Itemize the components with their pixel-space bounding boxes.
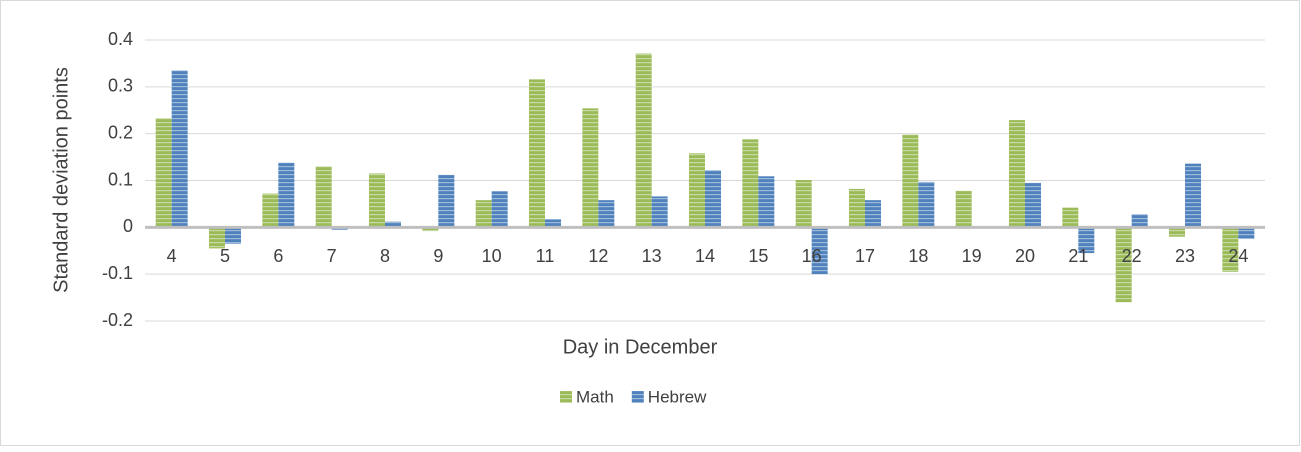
x-tick-label: 18 [908,246,928,266]
bar [865,200,881,228]
bar [315,166,332,228]
x-tick-label: 4 [167,246,177,266]
x-tick-label: 17 [855,246,875,266]
bar [209,227,225,249]
bar [1222,227,1239,272]
bar [635,53,652,228]
bar [385,221,401,228]
x-tick-label: 10 [482,246,502,266]
bar [1238,227,1255,240]
bar [1009,120,1025,228]
bar [758,176,775,228]
bar [1078,227,1095,254]
x-tick-label: 11 [536,246,555,266]
bar [545,219,561,228]
x-tick-label: 22 [1122,246,1142,266]
legend-swatch [631,391,644,403]
bar [262,193,279,228]
bar [1062,207,1079,228]
x-tick-label: 12 [588,246,608,266]
bar [902,134,919,228]
bar [171,70,188,228]
y-tick-label: 0 [123,216,133,236]
x-tick-label: 13 [642,246,662,266]
bar [491,191,508,228]
bar [918,181,935,228]
x-tick-label: 8 [380,246,390,266]
bar [1185,163,1201,228]
bar [369,173,385,228]
bar [651,196,668,228]
x-axis-title: Day in December [563,336,718,358]
bar [955,190,972,228]
x-tick-label: 20 [1015,246,1035,266]
x-tick-label: 16 [802,246,822,266]
bar [598,200,615,228]
bar [705,170,721,228]
bar [1169,227,1185,237]
bar [225,227,241,244]
x-tick-label: 9 [433,246,443,266]
y-tick-label: 0.2 [108,122,133,142]
y-tick-label: 0.1 [108,169,133,189]
y-tick-label: 0.3 [108,76,133,96]
bar [742,139,759,228]
y-tick-label: 0.4 [108,29,133,49]
x-tick-label: 15 [748,246,768,266]
legend-label: Hebrew [648,387,707,406]
x-tick-label: 23 [1175,246,1195,266]
legend-label: Math [576,387,614,406]
bar [1131,214,1148,228]
x-tick-label: 14 [695,246,715,266]
bar [529,79,545,228]
y-tick-label: -0.1 [102,263,133,283]
bar [849,188,865,228]
x-tick-label: 6 [273,246,283,266]
bar [438,174,455,228]
x-tick-label: 5 [220,246,230,266]
x-tick-label: 21 [1068,246,1088,266]
bar [475,200,492,228]
y-axis-title: Standard deviation points [50,67,72,293]
bar [422,227,439,232]
bar [689,153,705,228]
bar [582,108,599,228]
bar [1025,182,1041,228]
x-tick-label: 7 [327,246,337,266]
y-tick-label: -0.2 [102,310,133,330]
bar [155,118,172,228]
bar [795,180,812,228]
x-tick-label: 19 [962,246,982,266]
bar [278,162,295,228]
bar [811,227,828,275]
legend-swatch [560,391,572,403]
bar [1115,227,1132,303]
x-tick-label: 24 [1228,246,1248,266]
